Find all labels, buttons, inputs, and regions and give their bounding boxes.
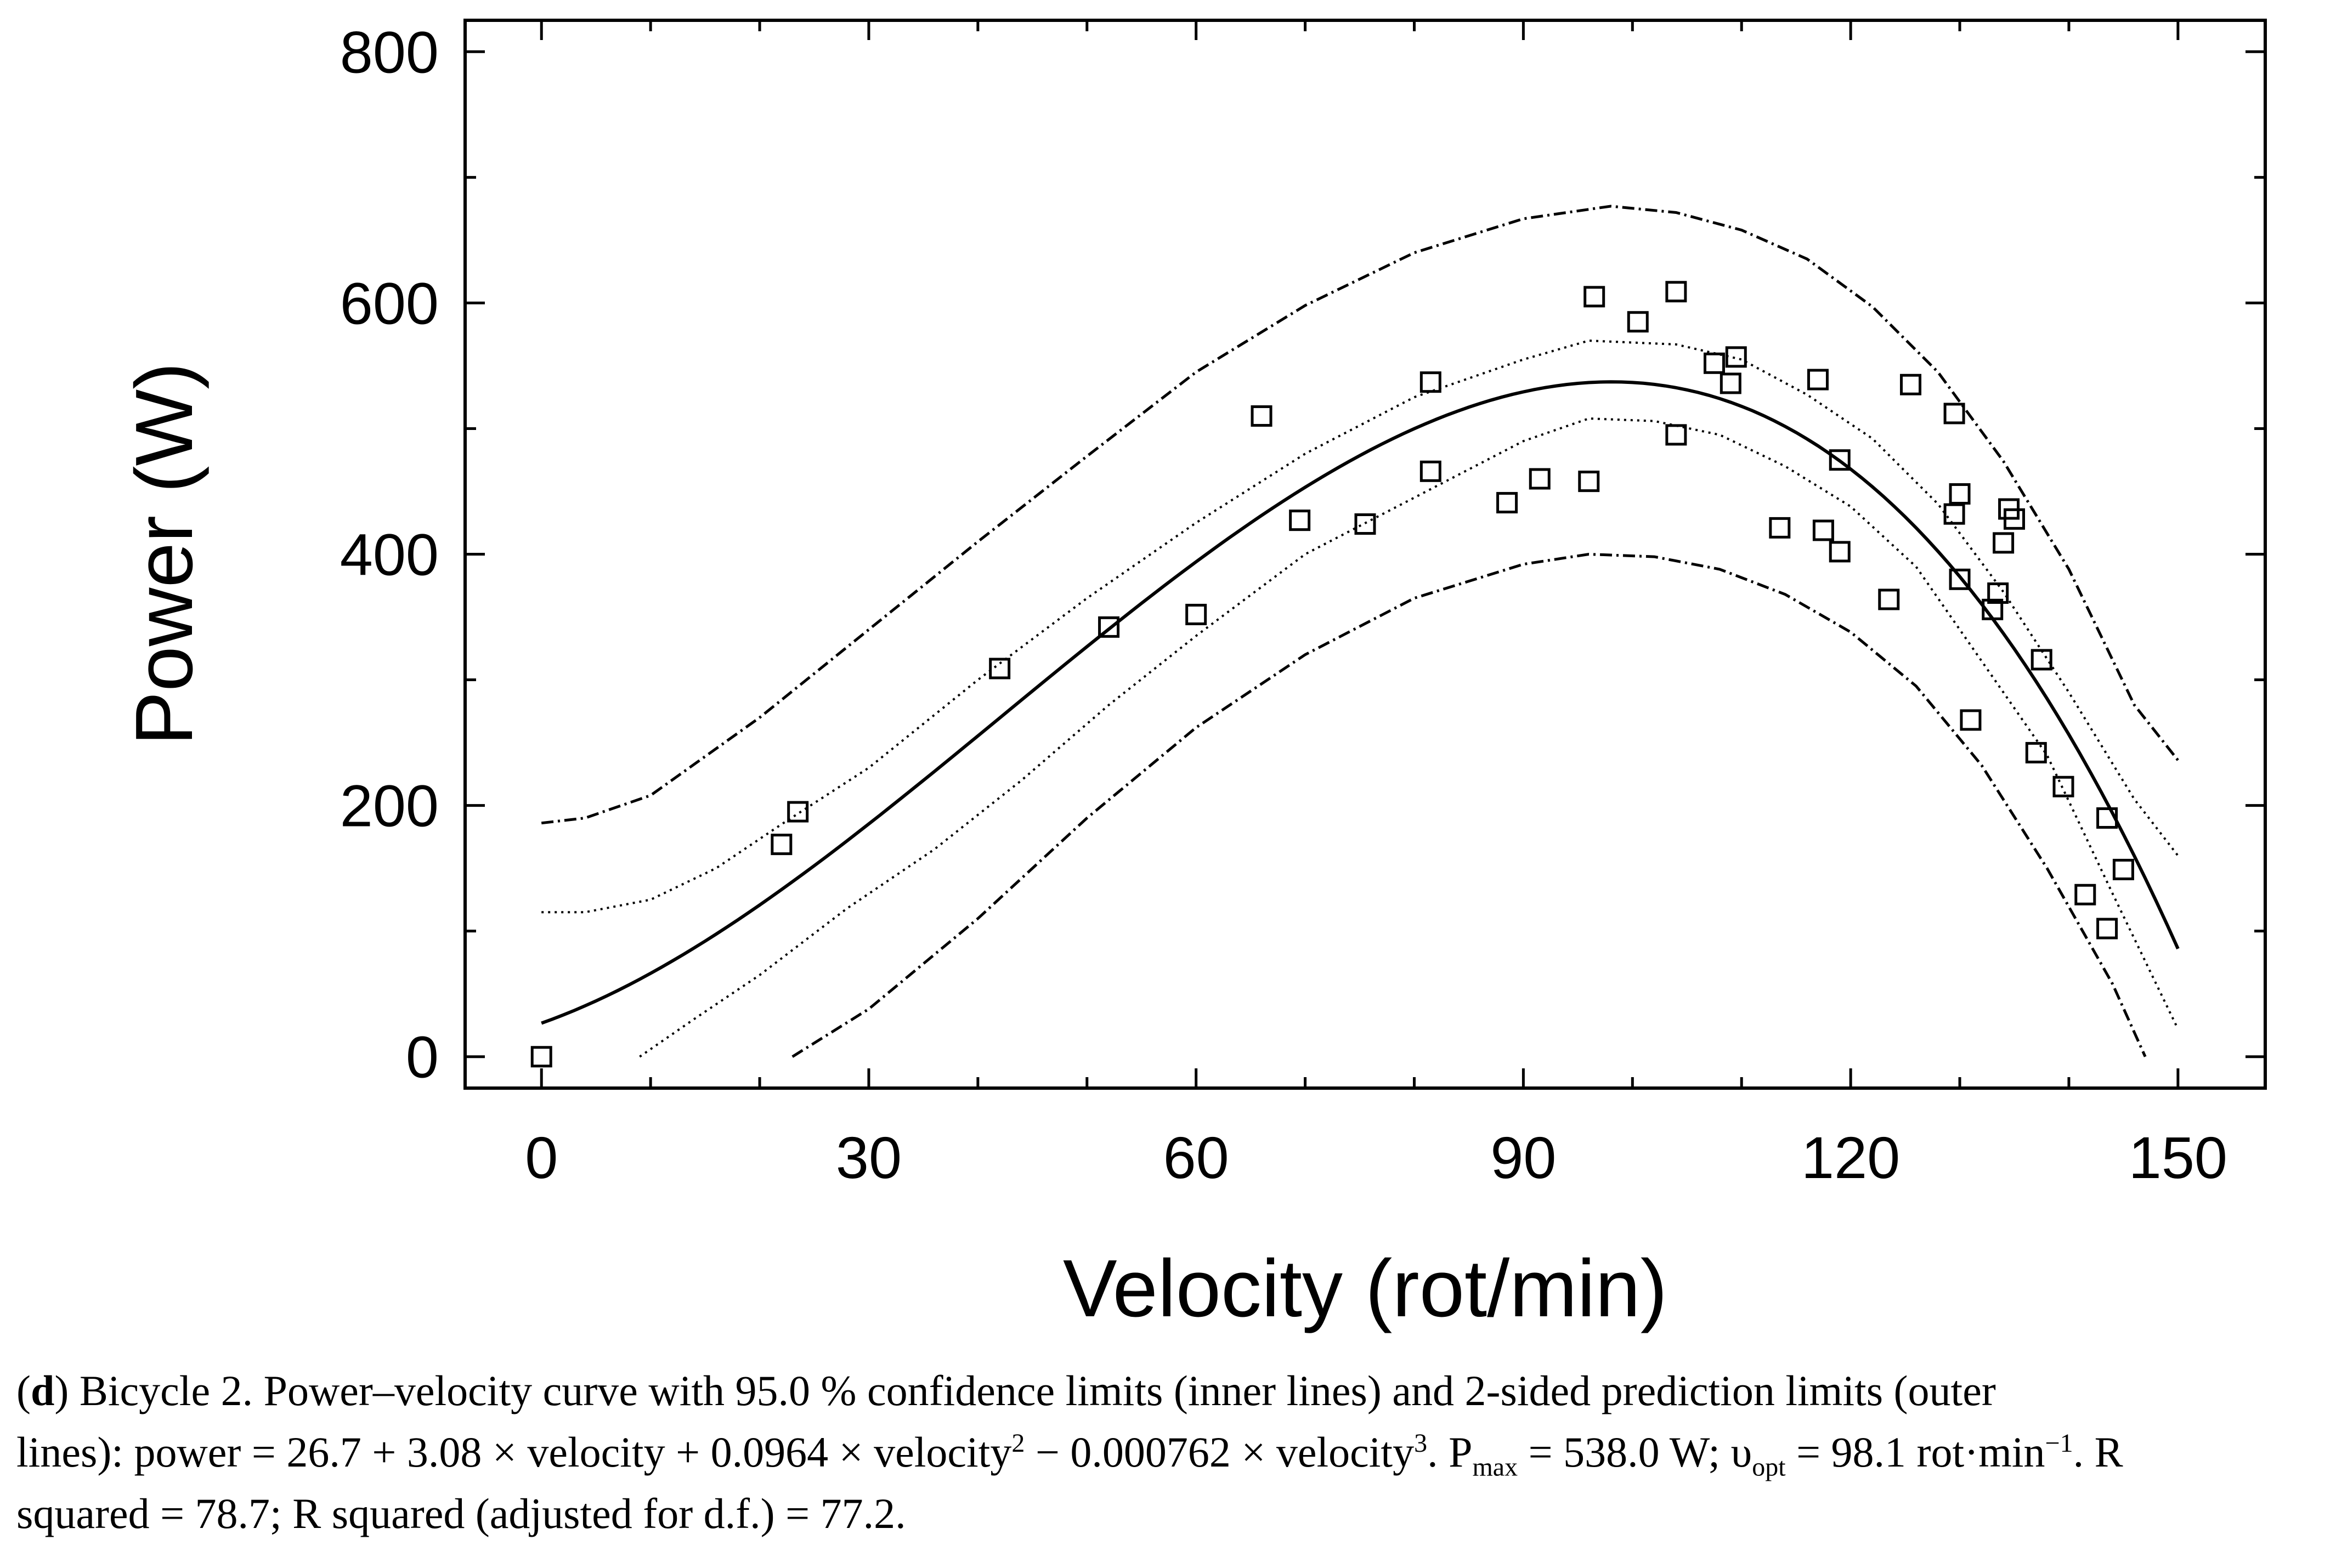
data-point [1419, 460, 1441, 482]
data-point [1419, 371, 1441, 393]
data-point [1578, 471, 1600, 493]
power-velocity-chart: 0 30 60 90 120 150 0 200 400 600 800 Velocity (rot… [119, 19, 2267, 1334]
data-point [1829, 449, 1851, 471]
data-point [1949, 483, 1971, 505]
data-point [2112, 858, 2134, 880]
data-point [1769, 517, 1791, 539]
data-point [2052, 775, 2074, 797]
data-point [1993, 532, 2015, 554]
data-point [1943, 403, 1965, 424]
data-point [1627, 311, 1649, 333]
x-tick-label: 60 [1163, 1124, 1229, 1191]
data-point [1725, 346, 1747, 368]
data-point [1354, 513, 1376, 535]
data-point [1665, 281, 1687, 303]
x-tick-label: 30 [836, 1124, 902, 1191]
data-point [1583, 286, 1605, 308]
caption-line-2: lines): power = 26.7 + 3.08 × velocity +… [16, 1422, 2320, 1483]
caption-vopt-value: = 98.1 rot·min [1785, 1428, 2045, 1476]
caption-pmax-value: = 538.0 W; υ [1518, 1428, 1752, 1476]
axis-ticks [465, 20, 2265, 1088]
prediction-upper-line [541, 205, 2179, 825]
caption-text-2: lines): power = 26.7 + 3.08 × velocity +… [16, 1428, 1012, 1476]
data-point [989, 658, 1011, 680]
data-point [1098, 616, 1120, 638]
data-point [530, 1046, 552, 1068]
tick-labels: 0 30 60 90 120 150 0 200 400 600 800 [340, 19, 2227, 1191]
figure-caption: (d) Bicycle 2. Power–velocity curve with… [16, 1360, 2320, 1544]
data-point [1704, 352, 1726, 374]
data-point [1185, 603, 1207, 625]
caption-vopt-sup: −1 [2045, 1429, 2073, 1458]
prediction-lower-line [791, 552, 2147, 1058]
caption-line-1: (d) Bicycle 2. Power–velocity curve with… [16, 1367, 1996, 1414]
y-tick-label: 400 [340, 522, 439, 588]
x-tick-label: 90 [1490, 1124, 1556, 1191]
data-point [787, 801, 809, 823]
caption-text-1: Bicycle 2. Power–velocity curve with 95.… [69, 1367, 1996, 1414]
y-tick-label: 200 [340, 773, 439, 839]
caption-sup-3: 3 [1414, 1429, 1428, 1458]
caption-text-4: squared = 78.7; R squared (adjusted for … [16, 1490, 906, 1537]
data-point [1987, 582, 2009, 604]
data-point [1496, 492, 1518, 514]
data-point [1665, 424, 1687, 446]
data-points [530, 281, 2134, 1068]
y-axis-title: Power (W) [119, 363, 210, 746]
data-point [1982, 598, 2004, 620]
y-tick-label: 0 [406, 1024, 439, 1090]
data-point [2096, 807, 2118, 829]
x-axis-title: Velocity (rot/min) [1063, 1243, 1667, 1334]
data-point [1878, 588, 1900, 610]
caption-text-3: − 0.000762 × velocity [1025, 1428, 1415, 1476]
confidence-lower-line [639, 417, 2179, 1058]
caption-pmax-sub: max [1472, 1452, 1518, 1482]
data-point [2030, 649, 2052, 671]
data-point [1949, 568, 1971, 590]
plot-frame [463, 19, 2267, 1090]
data-point [1943, 503, 1965, 525]
x-tick-label: 0 [525, 1124, 558, 1191]
caption-r-start: . R [2073, 1428, 2123, 1476]
x-tick-label: 150 [2129, 1124, 2227, 1191]
caption-vopt-sub: opt [1752, 1452, 1786, 1482]
y-tick-label: 800 [340, 19, 439, 85]
data-point [2025, 741, 2047, 763]
data-point [1812, 519, 1834, 541]
chart-series [541, 205, 2180, 1058]
data-point [2096, 918, 2118, 939]
data-point [1807, 369, 1829, 390]
caption-sup-2: 2 [1011, 1429, 1025, 1458]
data-point [1251, 405, 1272, 427]
data-point [771, 834, 793, 856]
data-point [1960, 709, 1982, 731]
y-tick-label: 600 [340, 270, 439, 336]
x-tick-label: 120 [1801, 1124, 1900, 1191]
caption-line-3: squared = 78.7; R squared (adjusted for … [16, 1483, 2320, 1544]
confidence-upper-line [541, 339, 2179, 914]
fitted-curve [541, 380, 2180, 1025]
data-point [1289, 510, 1311, 531]
data-point [1900, 373, 1922, 395]
data-point [2074, 884, 2096, 905]
data-point [1720, 372, 1741, 394]
caption-label: d [30, 1367, 55, 1414]
data-point [2004, 508, 2026, 530]
data-point [1529, 468, 1551, 490]
data-point [1829, 541, 1851, 563]
caption-pmax: . P [1427, 1428, 1473, 1476]
